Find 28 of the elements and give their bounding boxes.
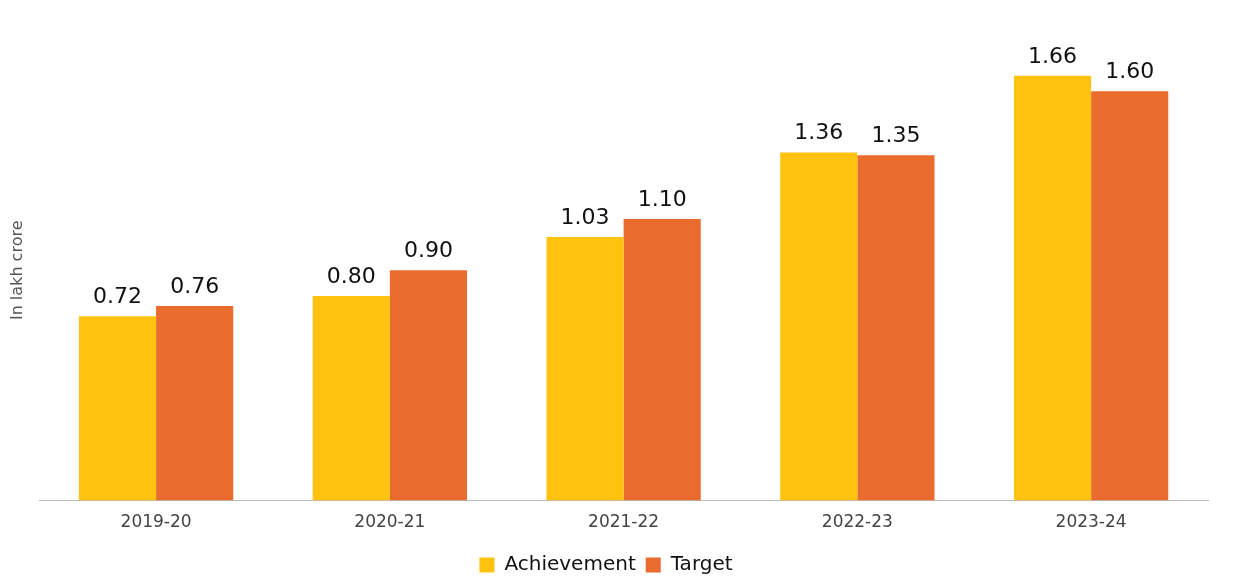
bar (1091, 91, 1169, 501)
data-label: 0.90 (403, 237, 453, 263)
bar (623, 219, 701, 501)
x-tick-label: 2020-21 (354, 511, 426, 532)
data-label: 1.03 (560, 203, 610, 229)
x-tick-label: 2021-22 (588, 511, 660, 532)
x-tick-label: 2019-20 (120, 511, 192, 532)
data-label: 1.66 (1028, 42, 1078, 68)
bar (857, 155, 935, 501)
y-axis-title: In lakh crore (6, 220, 26, 321)
data-label: 0.72 (93, 283, 142, 309)
bar (546, 237, 624, 501)
bar (156, 306, 234, 501)
data-label: 0.76 (170, 272, 220, 298)
data-label: 1.10 (637, 185, 687, 211)
bar (78, 316, 157, 501)
bar (389, 270, 467, 501)
data-label: 0.80 (326, 262, 376, 288)
data-label: 1.60 (1105, 57, 1155, 83)
data-label: 1.35 (871, 121, 921, 147)
x-tick-label: 2022-23 (821, 511, 893, 532)
x-tick-label: 2023-24 (1055, 511, 1127, 532)
bar (312, 295, 390, 501)
legend-label: Target (669, 551, 733, 576)
legend-label: Achievement (504, 551, 636, 576)
data-label: 1.36 (794, 119, 844, 145)
bar (780, 152, 858, 501)
bar (1013, 75, 1092, 501)
